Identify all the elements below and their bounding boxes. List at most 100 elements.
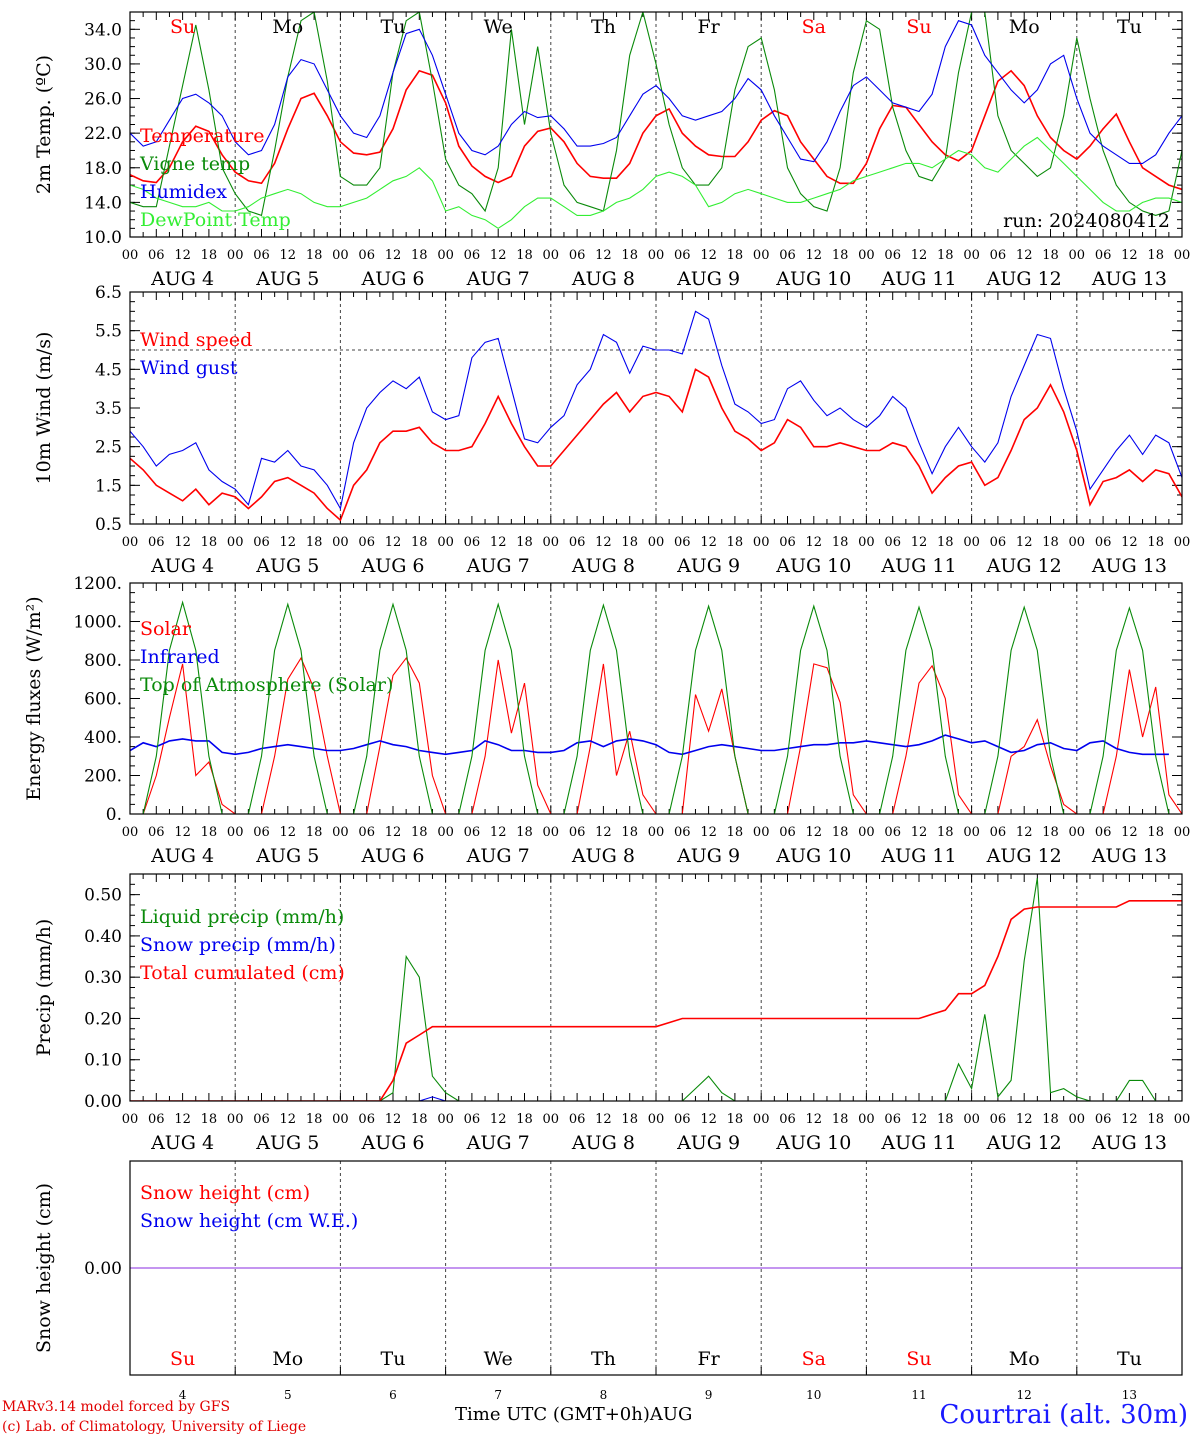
x-hour-label: 18 — [1042, 825, 1059, 840]
x-date-label: AUG 6 — [360, 268, 424, 290]
x-hour-label: 18 — [516, 248, 533, 263]
x-date-label: AUG 9 — [676, 845, 740, 867]
x-hour-label: 06 — [674, 535, 691, 550]
y-tick-label: 14.0 — [84, 193, 122, 213]
x-hour-label: 06 — [1095, 825, 1112, 840]
x-hour-label: 12 — [1121, 1112, 1138, 1127]
x-hour-label: 06 — [253, 825, 270, 840]
x-date-label: AUG 5 — [255, 845, 319, 867]
x-hour-label: 18 — [937, 248, 954, 263]
x-hour-label: 00 — [1069, 535, 1086, 550]
x-hour-label: 18 — [621, 248, 638, 263]
x-day-number: 7 — [494, 1388, 502, 1402]
x-date-label: AUG 11 — [880, 1132, 956, 1154]
x-hour-label: 06 — [464, 248, 481, 263]
x-hour-label: 00 — [963, 535, 980, 550]
x-date-label: AUG 10 — [775, 555, 851, 577]
legend-entry-2: Snow precip (mm/h) — [140, 934, 336, 956]
x-hour-label: 00 — [648, 248, 665, 263]
x-date-label: AUG 13 — [1091, 845, 1167, 867]
x-hour-label: 12 — [1016, 535, 1033, 550]
x-hour-label: 12 — [1121, 535, 1138, 550]
x-date-label: AUG 8 — [571, 555, 635, 577]
x-hour-label: 18 — [621, 825, 638, 840]
x-hour-label: 06 — [358, 535, 375, 550]
x-hour-label: 06 — [148, 248, 165, 263]
weekday-label: Sa — [802, 1348, 826, 1370]
y-tick-label: 22.0 — [84, 124, 122, 144]
y-tick-label: 3.5 — [95, 399, 122, 419]
x-date-label: AUG 12 — [986, 1132, 1062, 1154]
x-hour-label: 00 — [858, 248, 875, 263]
x-hour-label: 00 — [753, 825, 770, 840]
x-day-number: 6 — [389, 1388, 397, 1402]
x-hour-label: 18 — [306, 825, 323, 840]
x-day-number: 9 — [705, 1388, 713, 1402]
x-hour-label: 18 — [411, 248, 428, 263]
x-hour-label: 00 — [332, 248, 349, 263]
x-hour-label: 00 — [332, 1112, 349, 1127]
x-hour-label: 00 — [437, 535, 454, 550]
series-line-1 — [130, 69, 1182, 191]
x-hour-label: 00 — [963, 825, 980, 840]
legend-entry-1: Liquid precip (mm/h) — [140, 906, 344, 928]
x-hour-label: 12 — [700, 535, 717, 550]
x-hour-label: 12 — [700, 825, 717, 840]
x-date-label: AUG 11 — [880, 845, 956, 867]
series-line-1 — [130, 368, 1182, 522]
legend-entry-1: Wind speed — [140, 329, 252, 351]
x-axis-title: Time UTC (GMT+0h)AUG — [455, 1404, 692, 1425]
x-hour-label: 06 — [884, 825, 901, 840]
x-hour-label: 12 — [911, 535, 928, 550]
series-line-2 — [130, 734, 1169, 756]
y-tick-label: 400. — [84, 728, 122, 748]
weekday-label: Th — [591, 1348, 616, 1370]
panel-frame — [129, 11, 1183, 238]
x-hour-label: 06 — [674, 248, 691, 263]
x-hour-label: 06 — [674, 825, 691, 840]
x-day-number: 4 — [179, 1388, 187, 1402]
x-hour-label: 18 — [727, 535, 744, 550]
x-hour-label: 12 — [911, 1112, 928, 1127]
y-tick-label: 0.00 — [84, 1092, 122, 1112]
x-day-number: 12 — [1017, 1388, 1032, 1402]
y-tick-label: 1200. — [73, 574, 122, 594]
panel-3: 0. 200. 400. 600. 800. 1000. 1200. Solar Infrare… — [23, 574, 1190, 867]
weekday-label: Su — [170, 16, 195, 38]
x-hour-label: 06 — [358, 1112, 375, 1127]
x-hour-label: 00 — [332, 535, 349, 550]
x-hour-label: 06 — [884, 248, 901, 263]
x-date-label: AUG 4 — [150, 845, 214, 867]
x-hour-label: 18 — [1147, 535, 1164, 550]
x-hour-label: 06 — [464, 1112, 481, 1127]
x-hour-label: 12 — [490, 535, 507, 550]
legend-entry-2: Infrared — [140, 646, 220, 668]
x-hour-label: 06 — [358, 248, 375, 263]
x-day-number: 13 — [1122, 1388, 1137, 1402]
y-tick-label: 0.00 — [84, 1259, 122, 1279]
x-hour-label: 12 — [280, 1112, 297, 1127]
x-hour-label: 18 — [832, 248, 849, 263]
x-date-label: AUG 11 — [880, 268, 956, 290]
x-date-label: AUG 7 — [466, 555, 530, 577]
x-hour-label: 12 — [806, 1112, 823, 1127]
x-hour-label: 12 — [174, 535, 191, 550]
x-hour-label: 12 — [911, 825, 928, 840]
x-date-label: AUG 5 — [255, 268, 319, 290]
x-hour-label: 12 — [490, 825, 507, 840]
x-date-label: AUG 8 — [571, 1132, 635, 1154]
x-hour-label: 06 — [358, 825, 375, 840]
x-hour-label: 18 — [1147, 1112, 1164, 1127]
x-axis-title-text: Time UTC (GMT+0h) — [455, 1404, 650, 1425]
x-hour-label: 18 — [727, 248, 744, 263]
weekday-label: Su — [906, 1348, 931, 1370]
x-hour-label: 12 — [490, 1112, 507, 1127]
legend-entry-2: Snow height (cm W.E.) — [140, 1210, 358, 1232]
x-hour-label: 06 — [1095, 248, 1112, 263]
weekday-label: Mo — [1009, 16, 1040, 38]
x-hour-label: 12 — [911, 248, 928, 263]
legend-entry-3: Humidex — [140, 181, 227, 203]
location-label: Courtrai (alt. 30m) — [939, 1400, 1189, 1430]
x-hour-label: 06 — [990, 248, 1007, 263]
x-hour-label: 18 — [937, 1112, 954, 1127]
